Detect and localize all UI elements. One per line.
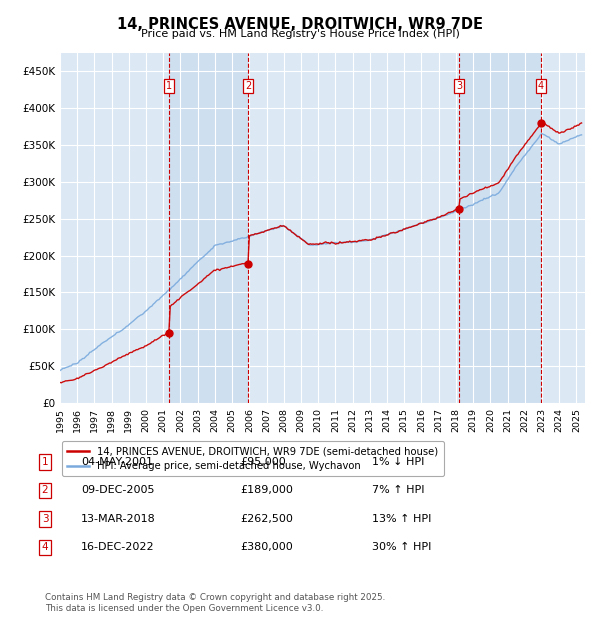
Bar <box>459 53 541 403</box>
Text: £380,000: £380,000 <box>240 542 293 552</box>
Text: 14, PRINCES AVENUE, DROITWICH, WR9 7DE: 14, PRINCES AVENUE, DROITWICH, WR9 7DE <box>117 17 483 32</box>
Text: 1: 1 <box>166 81 172 91</box>
Text: £189,000: £189,000 <box>240 485 293 495</box>
Text: 13-MAR-2018: 13-MAR-2018 <box>81 514 156 524</box>
Legend: 14, PRINCES AVENUE, DROITWICH, WR9 7DE (semi-detached house), HPI: Average price: 14, PRINCES AVENUE, DROITWICH, WR9 7DE (… <box>62 441 443 476</box>
Text: 3: 3 <box>456 81 462 91</box>
Text: 2: 2 <box>41 485 49 495</box>
Text: 30% ↑ HPI: 30% ↑ HPI <box>372 542 431 552</box>
Text: Contains HM Land Registry data © Crown copyright and database right 2025.
This d: Contains HM Land Registry data © Crown c… <box>45 593 385 613</box>
Text: 7% ↑ HPI: 7% ↑ HPI <box>372 485 425 495</box>
Text: 4: 4 <box>538 81 544 91</box>
Text: 13% ↑ HPI: 13% ↑ HPI <box>372 514 431 524</box>
Text: 2: 2 <box>245 81 251 91</box>
Text: 04-MAY-2001: 04-MAY-2001 <box>81 457 153 467</box>
Text: £262,500: £262,500 <box>240 514 293 524</box>
Text: 09-DEC-2005: 09-DEC-2005 <box>81 485 155 495</box>
Text: 3: 3 <box>41 514 49 524</box>
Text: £95,000: £95,000 <box>240 457 286 467</box>
Text: 1: 1 <box>41 457 49 467</box>
Text: 1% ↓ HPI: 1% ↓ HPI <box>372 457 424 467</box>
Text: 16-DEC-2022: 16-DEC-2022 <box>81 542 155 552</box>
Text: 4: 4 <box>41 542 49 552</box>
Bar <box>169 53 248 403</box>
Text: Price paid vs. HM Land Registry's House Price Index (HPI): Price paid vs. HM Land Registry's House … <box>140 29 460 39</box>
